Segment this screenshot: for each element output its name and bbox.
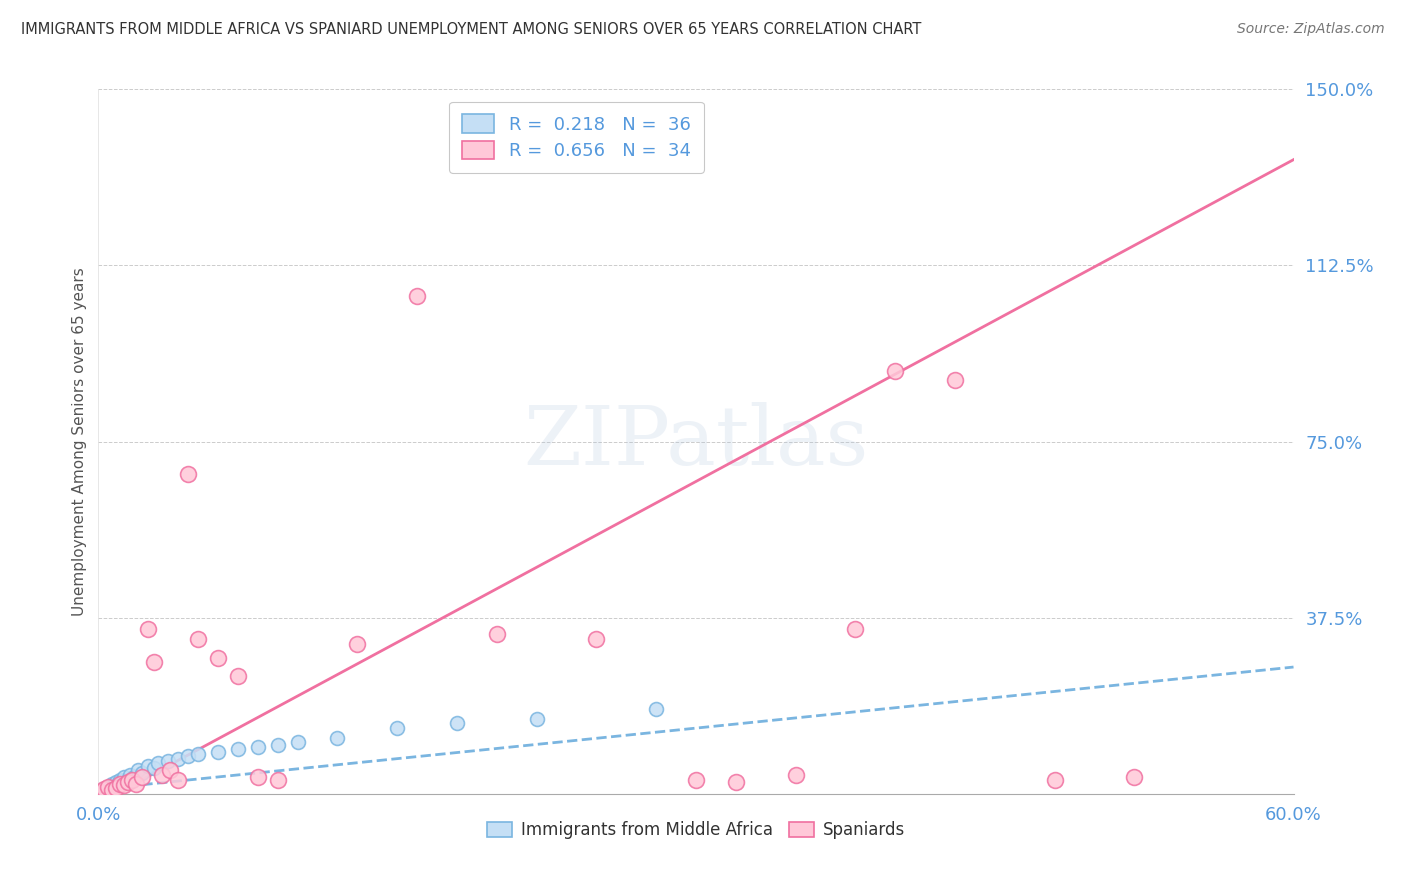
Point <box>167 751 190 765</box>
Point <box>115 775 138 789</box>
Point <box>724 775 747 789</box>
Point <box>207 650 229 665</box>
Point <box>121 772 143 787</box>
Y-axis label: Unemployment Among Seniors over 65 years: Unemployment Among Seniors over 65 years <box>72 268 87 615</box>
Point <box>110 772 132 787</box>
Point <box>148 756 170 771</box>
Point <box>177 467 200 482</box>
Point <box>89 784 111 798</box>
Point <box>103 779 125 793</box>
Point <box>110 777 132 791</box>
Point <box>96 781 118 796</box>
Point <box>157 754 180 768</box>
Point <box>884 364 907 378</box>
Point <box>446 716 468 731</box>
Point <box>93 782 115 797</box>
Point <box>117 772 139 787</box>
Point <box>150 768 173 782</box>
Point <box>101 777 124 791</box>
Point <box>97 780 120 794</box>
Point <box>127 764 149 778</box>
Point <box>1043 772 1066 787</box>
Text: ZIPatlas: ZIPatlas <box>523 401 869 482</box>
Point <box>105 775 128 789</box>
Point <box>101 783 124 797</box>
Point <box>131 765 153 780</box>
Point <box>187 632 209 646</box>
Point <box>685 772 707 787</box>
Point <box>943 374 966 388</box>
Point <box>93 782 115 797</box>
Text: Source: ZipAtlas.com: Source: ZipAtlas.com <box>1237 22 1385 37</box>
Point <box>267 738 290 752</box>
Legend: Immigrants from Middle Africa, Spaniards: Immigrants from Middle Africa, Spaniards <box>481 814 911 846</box>
Point <box>267 772 290 787</box>
Point <box>385 721 409 735</box>
Point <box>406 289 429 303</box>
Point <box>226 669 249 683</box>
Point <box>91 783 114 797</box>
Point <box>1123 771 1146 785</box>
Point <box>226 742 249 756</box>
Point <box>136 623 159 637</box>
Text: IMMIGRANTS FROM MIDDLE AFRICA VS SPANIARD UNEMPLOYMENT AMONG SENIORS OVER 65 YEA: IMMIGRANTS FROM MIDDLE AFRICA VS SPANIAR… <box>21 22 921 37</box>
Point <box>124 771 146 785</box>
Point <box>526 712 548 726</box>
Point <box>159 764 181 778</box>
Point <box>785 768 807 782</box>
Point <box>125 776 148 790</box>
Point <box>120 768 142 782</box>
Point <box>105 781 128 796</box>
Point <box>177 749 200 764</box>
Point <box>346 636 368 650</box>
Point <box>117 775 139 789</box>
Point <box>246 739 269 754</box>
Point <box>645 702 668 716</box>
Point <box>246 771 269 785</box>
Point <box>485 627 508 641</box>
Point <box>112 779 135 793</box>
Point <box>107 776 129 790</box>
Point <box>143 761 166 775</box>
Point <box>112 771 135 785</box>
Point <box>585 632 607 646</box>
Point <box>167 772 190 787</box>
Point <box>131 771 153 785</box>
Point <box>143 656 166 670</box>
Point <box>844 623 866 637</box>
Point <box>207 745 229 759</box>
Point <box>187 747 209 761</box>
Point <box>136 758 159 772</box>
Point <box>287 735 309 749</box>
Point <box>98 782 122 797</box>
Point <box>97 780 120 794</box>
Point <box>111 773 134 788</box>
Point <box>89 784 111 798</box>
Point <box>326 731 349 745</box>
